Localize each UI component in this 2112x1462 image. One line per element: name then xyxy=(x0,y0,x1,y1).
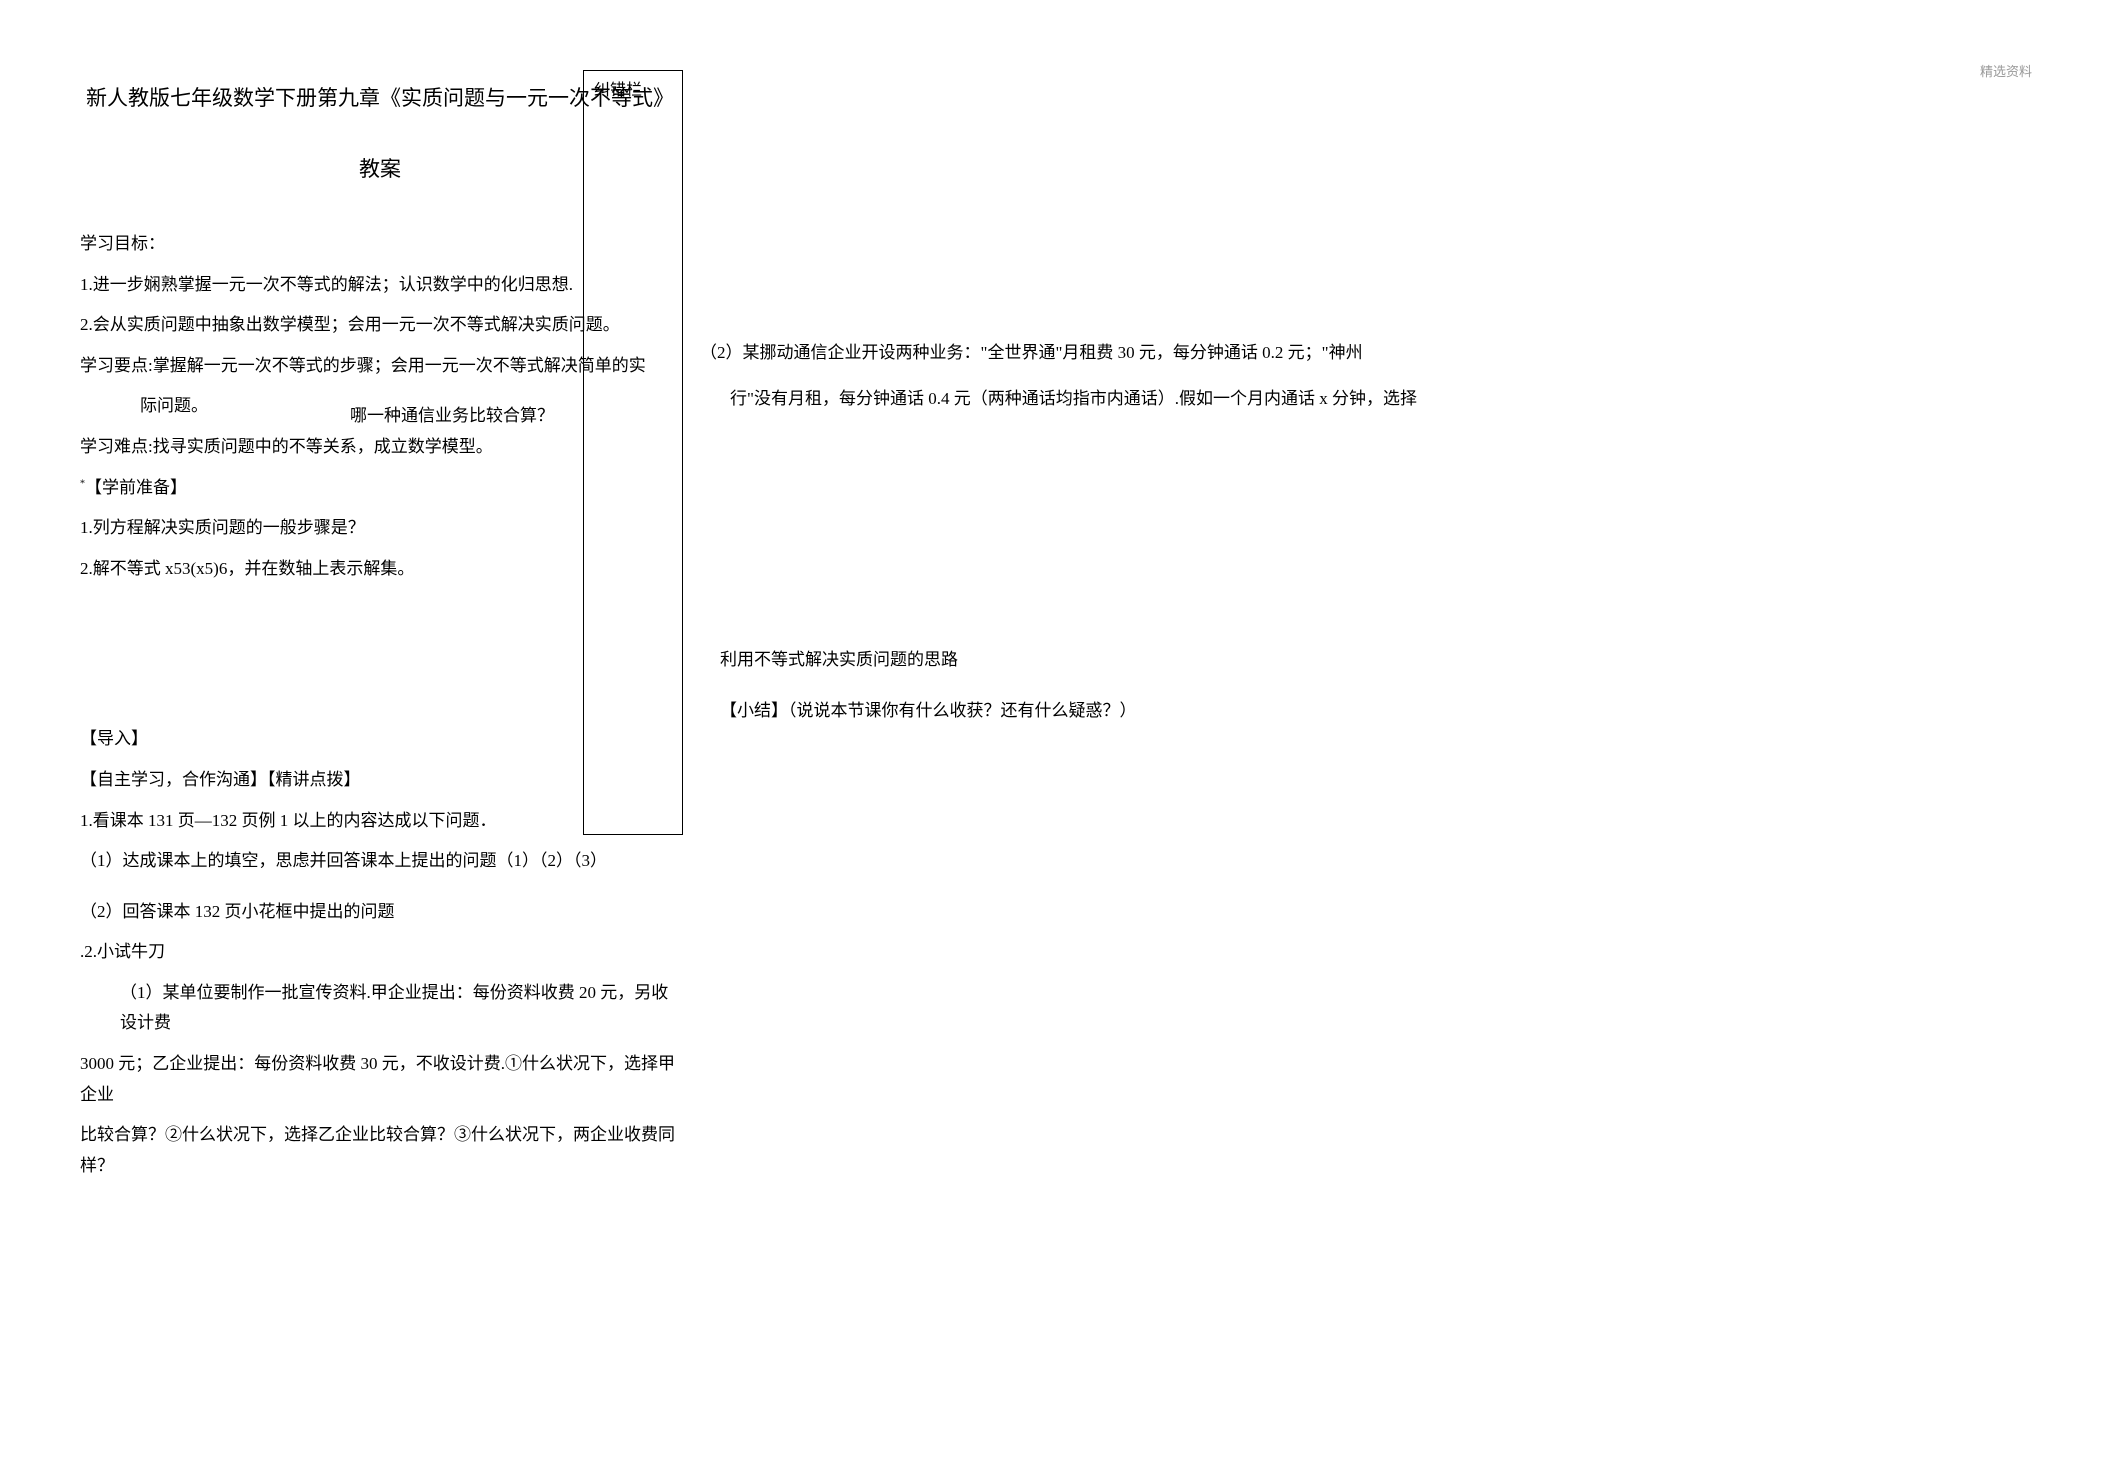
study-2-1c: 比较合算？②什么状况下，选择乙企业比较合算？③什么状况下，两企业收费同样？ xyxy=(80,1120,680,1181)
prep-1: 1.列方程解决实质问题的一般步骤是？ xyxy=(80,513,680,544)
study-heading: 【自主学习，合作沟通】【精讲点拨】 xyxy=(80,765,680,796)
intro-heading: 【导入】 xyxy=(80,724,680,755)
right-column: （2）某挪动通信企业开设两种业务："全世界通"月租费 30 元，每分钟通话 0.… xyxy=(700,338,2000,424)
title-line1: 新人教版七年级数学下册第九章《实质问题与一元一次不等式》 xyxy=(80,75,680,121)
study-2: .2.小试牛刀 xyxy=(80,937,680,968)
prep-heading-text: 【学前准备】 xyxy=(85,478,187,497)
study-1-1: （1）达成课本上的填空，思虑并回答课本上提出的问题（1）（2）（3） xyxy=(80,846,680,877)
left-column: 新人教版七年级数学下册第九章《实质问题与一元一次不等式》 教案 学习目标： 1.… xyxy=(80,75,680,1191)
prep-2: 2.解不等式 x53(x5)6，并在数轴上表示解集。 xyxy=(80,554,680,585)
keypoint: 学习要点:掌握解一元一次不等式的步骤；会用一元一次不等式解决简单的实 xyxy=(80,351,680,382)
study-2-2b: 行"没有月租，每分钟通话 0.4 元（两种通话均指市内通话）.假如一个月内通话 … xyxy=(700,384,2000,415)
difficulty: 学习难点:找寻实质问题中的不等关系，成立数学模型。 xyxy=(80,432,680,463)
study-2-1b: 3000 元；乙企业提出：每份资料收费 30 元，不收设计费.①什么状况下，选择… xyxy=(80,1049,680,1110)
study-2-2c: 哪一种通信业务比较合算？ xyxy=(350,401,554,432)
goal-1: 1.进一步娴熟掌握一元一次不等式的解法；认识数学中的化归思想. xyxy=(80,270,680,301)
study-1-2: （2）回答课本 132 页小花框中提出的问题 xyxy=(80,897,680,928)
thinking: 利用不等式解决实质问题的思路 xyxy=(720,645,1420,676)
goal-2: 2.会从实质问题中抽象出数学模型；会用一元一次不等式解决实质问题。 xyxy=(80,310,680,341)
goals-heading: 学习目标： xyxy=(80,229,680,260)
study-1: 1.看课本 131 页—132 页例 1 以上的内容达成以下问题． xyxy=(80,806,680,837)
prep-heading: *【学前准备】 xyxy=(80,473,680,504)
watermark: 精选资料 xyxy=(1980,60,2032,83)
title-line2: 教案 xyxy=(80,151,680,189)
summary: 【小结】（说说本节课你有什么收获？还有什么疑惑？） xyxy=(720,696,1420,727)
right-column-lower: 利用不等式解决实质问题的思路 【小结】（说说本节课你有什么收获？还有什么疑惑？） xyxy=(720,645,1420,736)
study-2-1a: （1）某单位要制作一批宣传资料.甲企业提出：每份资料收费 20 元，另收设计费 xyxy=(80,978,680,1039)
study-2-2a: （2）某挪动通信企业开设两种业务："全世界通"月租费 30 元，每分钟通话 0.… xyxy=(700,338,2000,369)
